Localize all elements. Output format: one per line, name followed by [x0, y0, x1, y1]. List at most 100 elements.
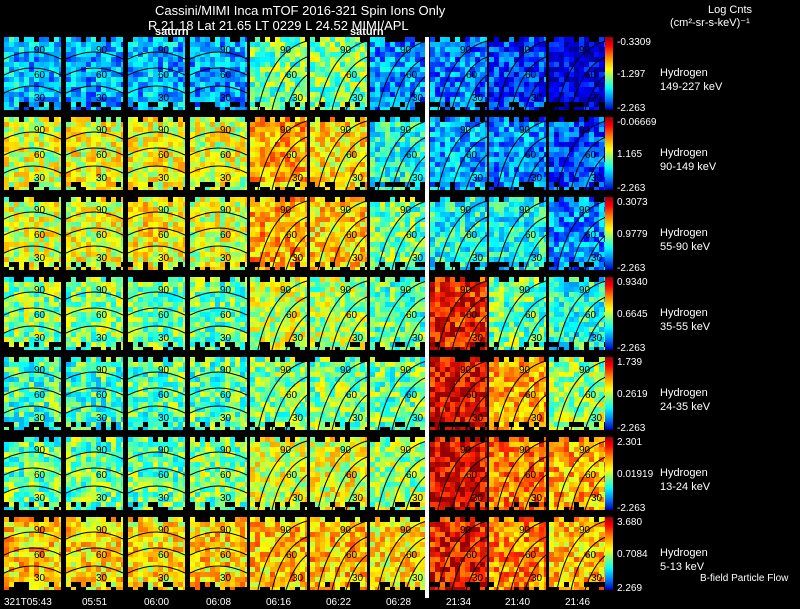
heatmap-cell — [509, 122, 514, 127]
heatmap-cell — [190, 92, 195, 97]
heatmap-cell — [71, 212, 76, 217]
heatmap-cell — [76, 77, 81, 82]
heatmap-cell — [310, 197, 315, 202]
heatmap-cell — [489, 162, 494, 167]
heatmap-cell — [178, 252, 183, 257]
heatmap-cell — [420, 132, 425, 137]
heatmap-cell — [544, 152, 546, 157]
pitch-angle-contour — [451, 136, 487, 190]
heatmap-cell — [9, 142, 14, 147]
heatmap-cell — [200, 137, 205, 142]
heatmap-cell — [34, 252, 39, 257]
pitch-angle-label: 60 — [158, 150, 170, 161]
heatmap-cell — [158, 97, 163, 102]
heatmap-cell — [290, 257, 295, 262]
heatmap-cell — [49, 212, 54, 217]
heatmap-cell — [415, 77, 420, 82]
heatmap-cell — [34, 132, 39, 137]
heatmap-cell — [158, 87, 163, 92]
heatmap-cell — [250, 92, 255, 97]
heatmap-cell — [400, 152, 405, 157]
heatmap-cell — [39, 117, 44, 122]
heatmap-cell — [420, 97, 425, 102]
heatmap-cell — [24, 42, 29, 47]
heatmap-cell — [163, 137, 168, 142]
pitch-angle-contour — [510, 136, 546, 190]
heatmap-cell — [270, 202, 275, 207]
heatmap-cell — [320, 262, 325, 267]
heatmap-cell — [260, 117, 265, 122]
heatmap-cell — [365, 167, 367, 172]
heatmap-cell — [554, 132, 559, 137]
heatmap-cell — [39, 132, 44, 137]
heatmap-cell — [275, 142, 280, 147]
heatmap-cell — [480, 142, 485, 147]
heatmap-cell — [355, 267, 360, 270]
heatmap-cell — [435, 42, 440, 47]
heatmap-cell — [415, 107, 420, 110]
heatmap-cell — [29, 212, 34, 217]
heatmap-cell — [405, 207, 410, 212]
heatmap-cell — [450, 182, 455, 187]
heatmap-cell — [265, 257, 270, 262]
heatmap-cell — [133, 117, 138, 122]
heatmap-cell — [320, 67, 325, 72]
heatmap-cell — [529, 102, 534, 107]
heatmap-cell — [4, 197, 9, 202]
heatmap-cell — [71, 257, 76, 262]
heatmap-cell — [519, 122, 524, 127]
heatmap-cell — [240, 137, 245, 142]
heatmap-cell — [190, 152, 195, 157]
heatmap-cell — [230, 92, 235, 97]
heatmap-cell — [106, 252, 111, 257]
heatmap-cell — [470, 117, 475, 122]
heatmap-cell — [71, 72, 76, 77]
heatmap-cell — [14, 97, 19, 102]
heatmap-cell — [14, 37, 19, 42]
heatmap-cell — [470, 102, 475, 107]
heatmap-cell — [554, 172, 559, 177]
pitch-angle-contour — [190, 147, 247, 156]
heatmap-cell — [589, 162, 594, 167]
heatmap-cell — [280, 87, 285, 92]
heatmap-cell — [300, 167, 305, 172]
heatmap-cell — [54, 42, 59, 47]
heatmap-cell — [168, 102, 173, 107]
heatmap-cell — [564, 82, 569, 87]
heatmap-cell — [499, 47, 504, 52]
heatmap-cell — [265, 107, 270, 110]
heatmap-cell — [400, 167, 405, 172]
heatmap-cell — [335, 117, 340, 122]
pitch-angle-label: 30 — [158, 253, 170, 264]
heatmap-cell — [265, 262, 270, 267]
heatmap-cell — [579, 37, 584, 42]
pitch-angle-label: 90 — [579, 125, 591, 136]
heatmap-cell — [195, 57, 200, 62]
heatmap-cell — [128, 267, 133, 270]
heatmap-cell — [59, 182, 61, 187]
pitch-angle-label: 90 — [158, 205, 170, 216]
heatmap-cell — [215, 132, 220, 137]
heatmap-cell — [76, 162, 81, 167]
heatmap-cell — [86, 47, 91, 52]
heatmap-cell — [275, 87, 280, 92]
heatmap-cell — [121, 62, 123, 67]
heatmap-cell — [168, 37, 173, 42]
heatmap-cell — [96, 87, 101, 92]
heatmap-cell — [584, 137, 589, 142]
heatmap-cell — [250, 42, 255, 47]
pitch-angle-label: 30 — [96, 173, 108, 184]
heatmap-cell — [148, 177, 153, 182]
heatmap-cell — [494, 92, 499, 97]
heatmap-cell — [59, 242, 61, 247]
heatmap-cell — [230, 97, 235, 102]
heatmap-cell — [405, 162, 410, 167]
heatmap-cell — [350, 62, 355, 67]
heatmap-cell — [24, 227, 29, 232]
heatmap-cell — [460, 167, 465, 172]
heatmap-cell — [475, 102, 480, 107]
heatmap-cell — [153, 172, 158, 177]
heatmap-cell — [420, 147, 425, 152]
heatmap-cell — [24, 167, 29, 172]
heatmap-cell — [380, 152, 385, 157]
